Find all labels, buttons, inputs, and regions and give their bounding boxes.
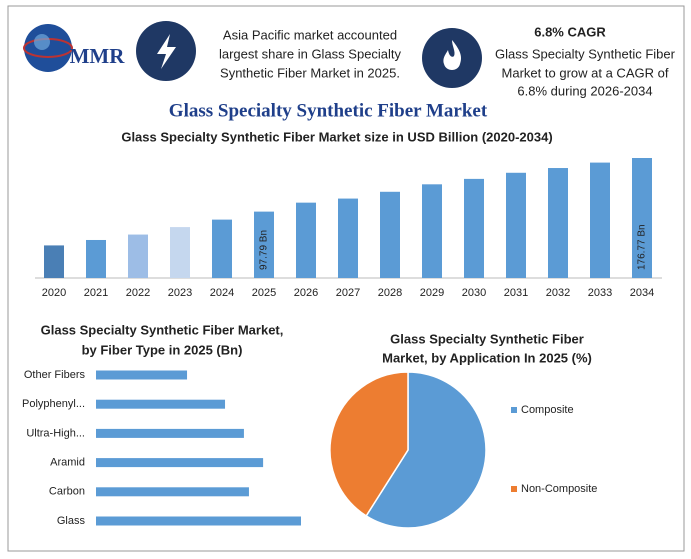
x-tick-label: 2031 <box>504 287 528 299</box>
x-tick-label: 2020 <box>42 287 66 299</box>
chart-title: by Fiber Type in 2025 (Bn) <box>82 342 243 357</box>
bar <box>44 245 64 278</box>
bar <box>380 191 400 278</box>
x-tick-label: 2030 <box>462 287 486 299</box>
x-tick-label: 2027 <box>336 287 360 299</box>
x-tick-label: 2034 <box>630 287 654 299</box>
info2: 6.8% during 2026-2034 <box>517 83 652 98</box>
bar <box>296 202 316 278</box>
logo-text: MMR <box>70 44 126 68</box>
main-title: Glass Specialty Synthetic Fiber Market <box>169 100 488 121</box>
value-label: 176.77 Bn <box>637 224 648 270</box>
info2: Market to grow at a CAGR of <box>502 65 669 80</box>
info1: Synthetic Fiber Market in 2025. <box>220 65 400 80</box>
legend-swatch <box>511 407 517 413</box>
x-tick-label: 2029 <box>420 287 444 299</box>
y-tick-label: Aramid <box>50 457 85 469</box>
x-tick-label: 2032 <box>546 287 570 299</box>
value-label: 97.79 Bn <box>259 230 270 270</box>
x-tick-label: 2025 <box>252 287 276 299</box>
bar <box>96 370 188 380</box>
x-tick-label: 2026 <box>294 287 318 299</box>
bar <box>96 399 226 409</box>
info2: Glass Specialty Synthetic Fiber <box>495 46 676 61</box>
chart-title: Market, by Application In 2025 (%) <box>382 350 592 365</box>
bar <box>632 158 652 278</box>
bar <box>338 198 358 278</box>
chart-title: Glass Specialty Synthetic Fiber Market, <box>41 322 284 337</box>
x-tick-label: 2022 <box>126 287 150 299</box>
info1: Asia Pacific market accounted <box>223 27 397 42</box>
logo <box>23 24 73 72</box>
y-tick-label: Polyphenyl... <box>22 398 85 410</box>
bolt <box>157 34 176 69</box>
legend-label: Composite <box>521 404 574 416</box>
bar <box>86 239 106 278</box>
chart-title: Glass Specialty Synthetic Fiber Market s… <box>121 129 552 144</box>
pie-slice <box>329 371 409 517</box>
x-tick-label: 2024 <box>210 287 234 299</box>
bar <box>548 168 568 278</box>
bar <box>422 184 442 278</box>
flame <box>443 40 462 70</box>
bar <box>254 211 274 278</box>
x-tick-label: 2028 <box>378 287 402 299</box>
bar <box>506 172 526 278</box>
x-tick-label: 2023 <box>168 287 192 299</box>
y-tick-label: Glass <box>57 515 86 527</box>
bar <box>96 516 301 526</box>
info1: largest share in Glass Specialty <box>219 46 402 61</box>
pie-slice <box>365 371 487 529</box>
info2-title: 6.8% CAGR <box>534 24 606 39</box>
legend-label: Non-Composite <box>521 483 597 495</box>
bar <box>128 234 148 278</box>
y-tick-label: Carbon <box>49 486 85 498</box>
legend-swatch <box>511 486 517 492</box>
y-tick-label: Other Fibers <box>24 369 86 381</box>
bar <box>96 487 249 497</box>
bar <box>464 178 484 278</box>
bar <box>170 227 190 278</box>
bar <box>212 219 232 278</box>
y-tick-label: Ultra-High... <box>26 427 85 439</box>
bar <box>96 458 264 468</box>
bar <box>96 428 244 438</box>
chart-title: Glass Specialty Synthetic Fiber <box>390 331 584 346</box>
bar <box>590 162 610 278</box>
x-tick-label: 2021 <box>84 287 108 299</box>
x-tick-label: 2033 <box>588 287 612 299</box>
